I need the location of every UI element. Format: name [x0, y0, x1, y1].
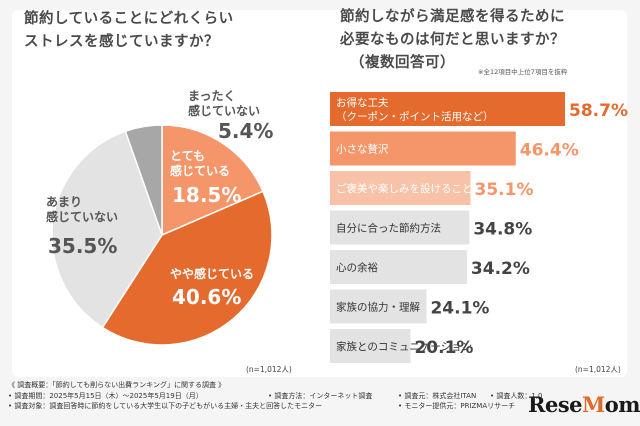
pie-labels: とても感じている18.5%やや感じている40.6%あまり感じていない35.5%ま…	[46, 89, 273, 309]
bar-category-label: 家族の協力・理解	[336, 301, 420, 314]
bar-category-label: 家族とのコミュニケーション	[336, 340, 472, 353]
footer-survey-org: • 調査元：株式会社ITAN	[398, 391, 477, 400]
footer-line-2: • 調査期間：2025年5月15日（木）～2025年5月19日（月） • 調査方法…	[8, 391, 543, 402]
pie-slice	[51, 130, 163, 329]
pie-slice	[161, 124, 264, 237]
footer-line-3: • 調査対象：調査回答時に節約をしている大学生以下の子どもがいる主婦・主夫と回答…	[8, 401, 528, 412]
pie-slice	[101, 190, 273, 346]
bar-category-label: （クーポン・ポイント活用など）	[336, 111, 494, 123]
pie-slice-label: 感じている	[170, 163, 230, 178]
bar-category-label: 心の余裕	[336, 261, 378, 274]
bar-category-label: お得な工夫	[336, 97, 389, 109]
pie-chart	[51, 124, 273, 346]
pie-slice-label: まったく	[188, 89, 236, 103]
pie-slice	[124, 124, 163, 236]
pie-slice-value: 35.5%	[48, 234, 117, 258]
right-sample-size: (n=1,012人)	[575, 365, 621, 374]
left-question-line1: 節約していることにどれくらい	[24, 11, 234, 27]
footer-provider: • モニター提供元：PRIZMAリサーチ	[398, 402, 516, 410]
bar	[330, 250, 467, 284]
survey-footer: 《 調査概要：「節約しても削らない出費ランキング」に関する調査 》 • 調査期間…	[8, 380, 543, 412]
bar	[330, 210, 470, 245]
bar-value-label: 58.7%	[569, 101, 628, 121]
pie-slice-label: 感じていない	[46, 209, 118, 224]
bar-value-label: 34.8%	[473, 220, 532, 240]
footer-target: • 調査対象：調査回答時に節約をしている大学生以下の子どもがいる主婦・主夫と回答…	[8, 402, 323, 410]
pie-slice-value: 5.4%	[218, 119, 273, 143]
bar-value-label: 46.4%	[520, 141, 579, 161]
right-question: 節約しながら満足感を得るために 必要なものは何だと思いますか？ （複数回答可）	[340, 6, 565, 75]
pie-slice-label: あまり	[46, 195, 82, 209]
pie-slice-label: やや感じている	[170, 266, 254, 281]
right-question-line2: 必要なものは何だと思いますか？	[340, 32, 565, 48]
right-question-line1: 節約しながら満足感を得るために	[340, 9, 565, 25]
resemom-logo: ReseMom	[528, 392, 640, 417]
right-footnote: ※全12項目中上位7項目を抜粋	[478, 68, 568, 76]
bar-value-label: 24.1%	[430, 299, 489, 319]
pie-slice-value: 40.6%	[172, 285, 241, 309]
left-question-line2: ストレスを感じていますか？	[24, 34, 219, 50]
right-question-line3: （複数回答可）	[350, 55, 455, 71]
pie-slice-value: 18.5%	[172, 183, 241, 207]
bar-category-label: 自分に合った節約方法	[336, 222, 441, 235]
bar	[330, 131, 516, 166]
bar-value-label: 35.1%	[475, 180, 534, 200]
bar-category-label: 小さな贅沢	[336, 143, 389, 156]
pie-slice-label: 感じていない	[188, 103, 260, 118]
left-sample-size: (n=1,012人)	[246, 365, 292, 374]
bar	[330, 329, 411, 363]
bar-category-label: ご褒美や楽しみを設けること	[336, 182, 473, 195]
left-question: 節約していることにどれくらい ストレスを感じていますか？	[24, 8, 234, 54]
footer-method: • 調査方法：インターネット調査	[268, 391, 373, 400]
bar	[330, 171, 471, 205]
footer-period: • 調査期間：2025年5月15日（木）～2025年5月19日（月）	[8, 391, 203, 400]
pie-slice-label: とても	[170, 149, 205, 163]
footer-count: • 調査人数：1,0	[490, 391, 543, 400]
bar-value-label: 20.1%	[414, 338, 473, 358]
bar	[330, 92, 565, 126]
bar-chart: お得な工夫 （クーポン・ポイント活用など） 58.7% 小さな贅沢 46.4% ご褒美や楽…	[330, 92, 628, 363]
bar	[330, 289, 427, 324]
footer-line-1: 《 調査概要：「節約しても削らない出費ランキング」に関する調査 》	[8, 381, 226, 389]
bar-value-label: 34.2%	[471, 259, 530, 279]
